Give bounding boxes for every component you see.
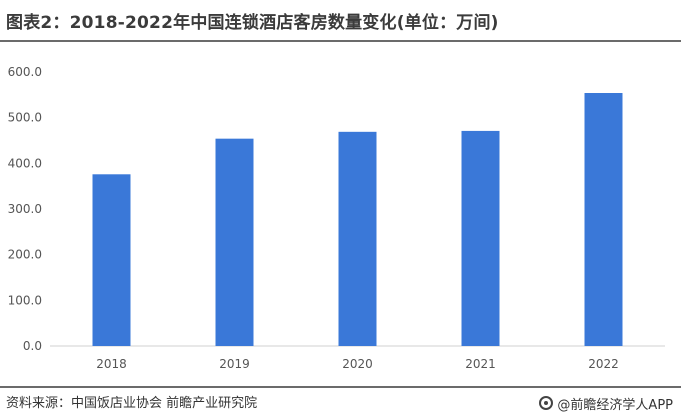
y-tick-label: 400.0 (8, 156, 42, 170)
x-axis-ticks: 2018 2019 2020 2021 2022 (96, 357, 619, 371)
x-tick-label: 2020 (342, 357, 373, 371)
y-axis-ticks: 0.0 100.0 200.0 300.0 400.0 500.0 600.0 (8, 65, 42, 353)
y-tick-label: 100.0 (8, 293, 42, 307)
qianzhan-logo-icon (539, 396, 554, 410)
y-tick-label: 200.0 (8, 248, 42, 262)
bar-2021 (461, 130, 500, 346)
y-tick-label: 300.0 (8, 202, 42, 216)
x-tick-label: 2021 (465, 357, 496, 371)
bar-2018 (92, 174, 131, 346)
brand-text: @前瞻经济学人APP (557, 397, 673, 413)
bar-2022 (584, 93, 623, 346)
y-tick-label: 0.0 (23, 339, 42, 353)
x-tick-label: 2018 (96, 357, 127, 371)
bar-2020 (338, 131, 377, 346)
bar-series (92, 93, 623, 346)
x-tick-label: 2019 (219, 357, 250, 371)
footer-divider (0, 386, 681, 388)
y-tick-label: 500.0 (8, 111, 42, 125)
title-divider (0, 40, 681, 42)
source-note: 资料来源：中国饭店业协会 前瞻产业研究院 (6, 396, 258, 411)
chart-title: 图表2：2018-2022年中国连锁酒店客房数量变化(单位：万间) (6, 13, 499, 33)
bar-2019 (215, 138, 254, 346)
y-tick-label: 600.0 (8, 65, 42, 79)
x-tick-label: 2022 (588, 357, 619, 371)
brand-credit: @前瞻经济学人APP (539, 392, 673, 414)
